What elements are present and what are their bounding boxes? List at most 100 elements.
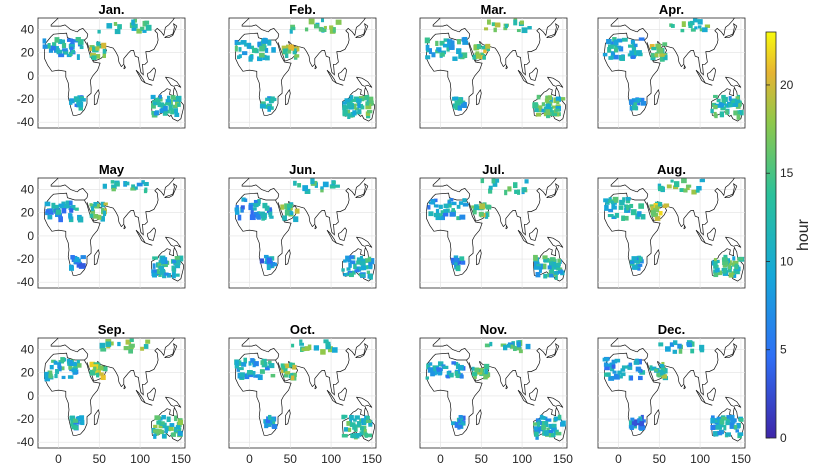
data-cell [56, 49, 63, 55]
coastline [44, 177, 89, 212]
data-cell [101, 42, 107, 49]
data-cell [683, 188, 688, 193]
coastline [476, 88, 482, 106]
data-cell [710, 415, 715, 419]
data-cell [459, 256, 465, 261]
data-cell [234, 360, 239, 366]
data-cell [158, 94, 162, 99]
data-cell [55, 209, 62, 215]
data-cell [297, 183, 302, 188]
data-cell [44, 375, 51, 382]
data-cell [244, 43, 248, 47]
data-cell [145, 339, 151, 344]
data-cell [713, 94, 718, 98]
coastline [44, 337, 89, 372]
data-cell [136, 28, 142, 34]
data-cell [353, 418, 357, 422]
data-cell [492, 181, 498, 187]
data-cell [559, 97, 566, 101]
data-cell [282, 215, 287, 221]
data-cell [629, 50, 635, 56]
data-cell [68, 205, 72, 211]
data-cell [548, 101, 553, 106]
data-cell [158, 260, 163, 265]
data-cell [452, 56, 458, 61]
y-tick-label: 20 [21, 366, 35, 380]
coastline [547, 396, 564, 408]
data-cell [177, 419, 184, 426]
data-cell [461, 415, 466, 421]
data-cell [259, 103, 266, 109]
x-tick-label: 0 [55, 452, 62, 466]
data-cell [659, 56, 665, 62]
data-cell [554, 271, 559, 275]
coastline [546, 183, 560, 199]
data-cell [549, 272, 554, 278]
data-cell [165, 425, 171, 432]
data-cell [80, 419, 85, 426]
coastline [707, 67, 716, 81]
data-cell [610, 41, 614, 48]
data-cell [728, 103, 733, 108]
data-cell [611, 203, 616, 209]
data-cell [688, 23, 693, 29]
data-cell [166, 272, 171, 278]
data-cell [166, 95, 171, 101]
data-cell [626, 204, 630, 211]
data-cell [238, 54, 242, 59]
data-cell [170, 108, 175, 115]
data-cell [614, 358, 621, 363]
data-cell [451, 421, 457, 426]
data-cell [629, 203, 634, 209]
data-cell [549, 268, 554, 274]
data-cell [621, 365, 628, 369]
data-cell [454, 260, 458, 265]
data-cell [280, 367, 286, 374]
data-cell [368, 100, 374, 106]
coastline [44, 359, 101, 436]
data-cell [446, 375, 451, 379]
data-cell [142, 29, 147, 33]
data-cell [518, 349, 523, 354]
data-cell [247, 370, 253, 375]
data-cell [349, 255, 355, 259]
data-cell [613, 47, 619, 53]
data-cell [542, 255, 548, 260]
month-panel: Mar. [419, 2, 568, 129]
data-cell [143, 344, 149, 349]
data-cell [68, 364, 73, 370]
data-cell [474, 204, 479, 211]
data-cell [636, 99, 640, 103]
data-cell [48, 373, 53, 379]
coastline [285, 88, 291, 106]
data-cell [92, 364, 99, 369]
data-cell [281, 45, 287, 51]
data-cell [257, 56, 263, 62]
data-cell [535, 271, 541, 278]
data-cell [702, 27, 708, 33]
coastline [144, 82, 153, 86]
panel-frame [228, 177, 377, 289]
data-cell [308, 18, 315, 25]
data-cell [458, 414, 463, 419]
data-cell [353, 263, 357, 270]
month-panel: Jan. 40 20 0 -20 -40 [17, 2, 186, 129]
data-cell [638, 203, 644, 209]
data-cell [427, 367, 434, 373]
data-cell [93, 362, 99, 366]
data-cell [541, 425, 546, 431]
data-cell [480, 368, 484, 373]
data-cell [271, 424, 278, 429]
data-cell [628, 420, 633, 426]
data-cell [736, 422, 740, 429]
data-cell [58, 53, 65, 58]
data-cell [269, 215, 274, 219]
y-tick-label: -20 [17, 412, 35, 426]
coastline [546, 343, 560, 359]
data-cell [715, 267, 720, 273]
data-cell [168, 106, 173, 111]
data-cell [634, 106, 639, 111]
data-cell [630, 417, 635, 423]
data-cell [175, 425, 181, 430]
data-cell [153, 111, 159, 116]
